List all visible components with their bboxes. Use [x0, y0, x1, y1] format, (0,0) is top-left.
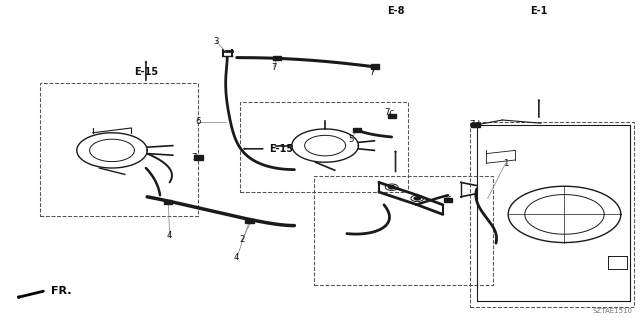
Text: E-1: E-1 — [530, 6, 548, 16]
Text: 7f: 7f — [442, 196, 451, 204]
Text: 7: 7 — [271, 63, 276, 72]
Text: 7e: 7e — [192, 153, 202, 162]
Text: 4: 4 — [167, 231, 172, 240]
Text: 7: 7 — [370, 68, 375, 76]
Text: 1: 1 — [503, 159, 508, 168]
Text: 6: 6 — [196, 117, 201, 126]
Bar — [246, 219, 253, 223]
Bar — [164, 200, 173, 204]
Circle shape — [414, 197, 420, 200]
Text: 3: 3 — [214, 37, 219, 46]
Bar — [273, 56, 282, 60]
Text: 7c: 7c — [384, 108, 394, 117]
Bar — [195, 156, 202, 160]
Text: 5: 5 — [348, 135, 353, 144]
Bar — [353, 128, 362, 132]
Bar — [444, 198, 452, 202]
Text: 4: 4 — [234, 253, 239, 262]
Text: 2: 2 — [239, 236, 244, 244]
Text: E-8: E-8 — [387, 6, 404, 16]
Circle shape — [388, 186, 395, 189]
Text: E-15: E-15 — [134, 68, 158, 77]
Text: FR.: FR. — [51, 286, 72, 296]
Bar — [471, 123, 480, 127]
Text: E-15: E-15 — [269, 144, 293, 154]
Text: 7d: 7d — [469, 120, 481, 129]
Bar — [371, 65, 379, 69]
Text: SZTAE1510: SZTAE1510 — [593, 308, 632, 314]
Bar — [388, 114, 396, 118]
